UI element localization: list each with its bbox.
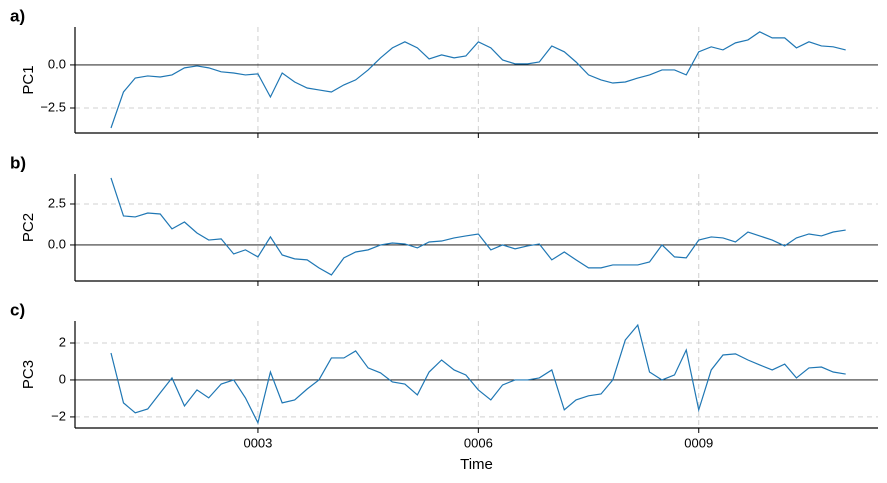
panel-label: c): [10, 300, 25, 319]
y-tick-label: −2: [51, 408, 66, 423]
y-tick-label: 2: [59, 334, 66, 349]
y-axis-label: PC3: [20, 360, 37, 389]
y-tick-label: −2.5: [40, 99, 66, 114]
y-tick-label: 0: [59, 371, 66, 386]
y-tick-label: 2.5: [48, 195, 66, 210]
data-line: [110, 31, 846, 129]
x-tick-label: 0006: [464, 435, 493, 450]
data-line: [110, 323, 846, 425]
y-axis-label: PC1: [20, 65, 37, 94]
panel-label: a): [10, 6, 25, 25]
y-tick-label: 0.0: [48, 236, 66, 251]
panel-label: b): [10, 153, 26, 172]
y-tick-label: 0.0: [48, 56, 66, 71]
x-tick-label: 0009: [684, 435, 713, 450]
y-axis-label: PC2: [20, 213, 37, 242]
x-tick-label: 0003: [243, 435, 272, 450]
x-axis-label: Time: [460, 456, 493, 473]
data-line: [110, 177, 846, 276]
